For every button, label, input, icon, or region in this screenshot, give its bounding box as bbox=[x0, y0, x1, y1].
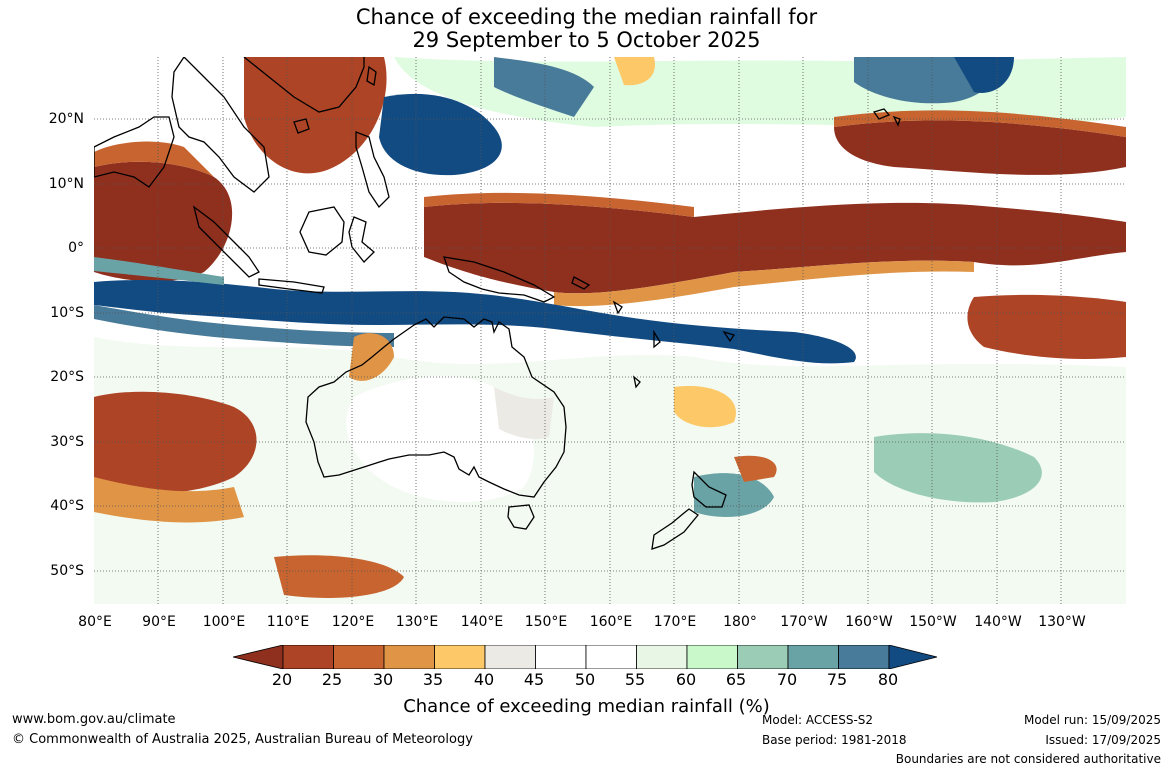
lon-label-150w: 150°W bbox=[909, 614, 957, 630]
scale-arrow-low bbox=[233, 645, 284, 669]
scale-swatch bbox=[737, 645, 789, 669]
colour-scale-label: Chance of exceeding median rainfall (%) bbox=[403, 696, 770, 717]
scale-tick-20: 20 bbox=[271, 670, 293, 689]
lat-label-20s: 20°S bbox=[50, 369, 84, 385]
scale-swatch bbox=[787, 645, 839, 669]
scale-tick-35: 35 bbox=[422, 670, 444, 689]
scale-arrow-high bbox=[888, 645, 938, 669]
lat-label-50s: 50°S bbox=[50, 563, 84, 579]
scale-swatch bbox=[282, 645, 334, 669]
scale-swatch bbox=[383, 645, 435, 669]
scale-swatch bbox=[636, 645, 688, 669]
scale-swatch bbox=[535, 645, 587, 669]
scale-tick-70: 70 bbox=[776, 670, 798, 689]
lon-label-100e: 100°E bbox=[202, 614, 246, 630]
lon-label-170e: 170°E bbox=[653, 614, 697, 630]
lat-label-30s: 30°S bbox=[50, 434, 84, 450]
base-period-text: Base period: 1981-2018 bbox=[762, 733, 907, 747]
scale-tick-55: 55 bbox=[624, 670, 646, 689]
coastlines bbox=[94, 57, 901, 550]
lat-label-40s: 40°S bbox=[50, 498, 84, 514]
scale-swatch bbox=[585, 645, 637, 669]
lon-label-150e: 150°E bbox=[524, 614, 568, 630]
scale-swatch bbox=[686, 645, 738, 669]
lon-label-180: 180° bbox=[723, 614, 757, 630]
scale-swatch bbox=[838, 645, 890, 669]
scale-tick-65: 65 bbox=[725, 670, 747, 689]
map-title-line2: 29 September to 5 October 2025 bbox=[412, 28, 761, 52]
scale-tick-40: 40 bbox=[473, 670, 495, 689]
lat-label-10n: 10°N bbox=[48, 176, 84, 192]
lat-lon-gridlines bbox=[94, 57, 1126, 604]
lon-label-140w: 140°W bbox=[974, 614, 1022, 630]
disclaimer-text: Boundaries are not considered authoritat… bbox=[895, 752, 1161, 766]
scale-swatch bbox=[333, 645, 385, 669]
lat-label-10s: 10°S bbox=[50, 305, 84, 321]
scale-tick-80: 80 bbox=[877, 670, 899, 689]
lon-label-80e: 80°E bbox=[78, 614, 112, 630]
lon-label-120e: 120°E bbox=[331, 614, 375, 630]
lon-label-130e: 130°E bbox=[395, 614, 439, 630]
lat-label-0: 0° bbox=[68, 240, 84, 256]
scale-tick-75: 75 bbox=[826, 670, 848, 689]
lat-label-20n: 20°N bbox=[48, 111, 84, 127]
website-link[interactable]: www.bom.gov.au/climate bbox=[12, 712, 176, 727]
scale-tick-45: 45 bbox=[523, 670, 545, 689]
lon-label-160e: 160°E bbox=[589, 614, 633, 630]
scale-tick-50: 50 bbox=[574, 670, 596, 689]
lon-label-170w: 170°W bbox=[780, 614, 828, 630]
scale-swatch bbox=[484, 645, 536, 669]
lon-label-90e: 90°E bbox=[142, 614, 176, 630]
lon-label-160w: 160°W bbox=[845, 614, 893, 630]
lon-label-130w: 130°W bbox=[1038, 614, 1086, 630]
rainfall-map bbox=[94, 57, 1126, 604]
lon-label-140e: 140°E bbox=[460, 614, 504, 630]
copyright-text: © Commonwealth of Australia 2025, Austra… bbox=[12, 732, 473, 747]
colour-scale-bar bbox=[233, 645, 938, 669]
scale-tick-30: 30 bbox=[372, 670, 394, 689]
lon-label-110e: 110°E bbox=[266, 614, 310, 630]
model-text: Model: ACCESS-S2 bbox=[762, 713, 874, 727]
scale-tick-25: 25 bbox=[321, 670, 343, 689]
scale-tick-60: 60 bbox=[675, 670, 697, 689]
issued-text: Issued: 17/09/2025 bbox=[1045, 733, 1161, 747]
scale-swatch bbox=[434, 645, 486, 669]
model-run-text: Model run: 15/09/2025 bbox=[1023, 713, 1161, 727]
map-title-line1: Chance of exceeding the median rainfall … bbox=[355, 5, 818, 29]
